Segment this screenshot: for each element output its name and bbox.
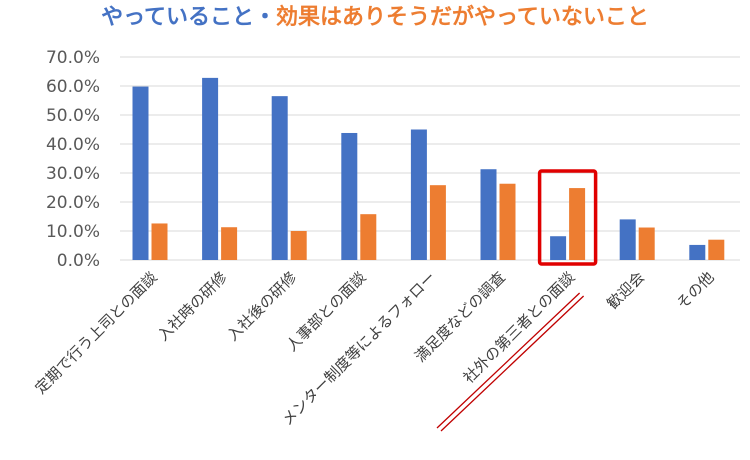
bar-series-1 xyxy=(341,132,358,260)
bar-series-2 xyxy=(499,183,516,260)
highlight-group xyxy=(436,169,598,432)
bar-series-1 xyxy=(132,86,149,260)
y-tick-label: 50.0% xyxy=(46,106,100,126)
y-axis-ticks: 0.0% 10.0% 20.0% 30.0% 40.0% 50.0% 60.0% 70.0% xyxy=(46,48,100,271)
bar-series-1 xyxy=(619,219,636,260)
bar-series-1 xyxy=(410,129,427,260)
y-tick-label: 60.0% xyxy=(46,77,100,97)
highlight-underline xyxy=(440,295,585,432)
y-tick-label: 40.0% xyxy=(46,135,100,155)
bar-series-1 xyxy=(689,244,706,260)
bar-series-2 xyxy=(290,231,307,260)
highlight-box xyxy=(537,169,598,266)
bar-series-2 xyxy=(221,227,238,260)
category-label: 定期で行う上司との面談 xyxy=(32,268,161,397)
category-label: その他 xyxy=(673,268,718,313)
category-label: 入社時の研修 xyxy=(154,268,230,344)
series-1-bars xyxy=(132,77,706,261)
chart-title: やっていること・効果はありそうだがやっていないこと xyxy=(101,4,649,30)
title-separator: ・ xyxy=(254,5,276,30)
y-tick-label: 10.0% xyxy=(46,222,100,242)
bar-series-2 xyxy=(708,239,725,260)
y-tick-label: 20.0% xyxy=(46,193,100,213)
bar-series-2 xyxy=(429,185,446,260)
y-tick-label: 0.0% xyxy=(57,251,100,271)
y-tick-label: 30.0% xyxy=(46,164,100,184)
title-part-not-done: 効果はありそうだがやっていないこと xyxy=(276,4,649,30)
category-label: 歓迎会 xyxy=(603,268,648,313)
series-2-bars xyxy=(151,183,725,260)
bar-series-2 xyxy=(569,188,586,260)
bar-series-2 xyxy=(638,227,655,260)
y-tick-label: 70.0% xyxy=(46,48,100,68)
bar-series-1 xyxy=(271,96,288,261)
x-axis-category-labels: 定期で行う上司との面談入社時の研修入社後の研修人事部との面談メンター制度等による… xyxy=(32,268,718,429)
bar-series-1 xyxy=(550,236,567,260)
bar-series-1 xyxy=(202,77,219,260)
category-label: 入社後の研修 xyxy=(224,268,300,344)
bar-series-2 xyxy=(360,214,377,260)
highlight-underline xyxy=(436,292,581,429)
title-part-done: やっていること xyxy=(101,5,254,30)
bar-series-1 xyxy=(480,169,497,260)
bar-series-2 xyxy=(151,223,168,260)
